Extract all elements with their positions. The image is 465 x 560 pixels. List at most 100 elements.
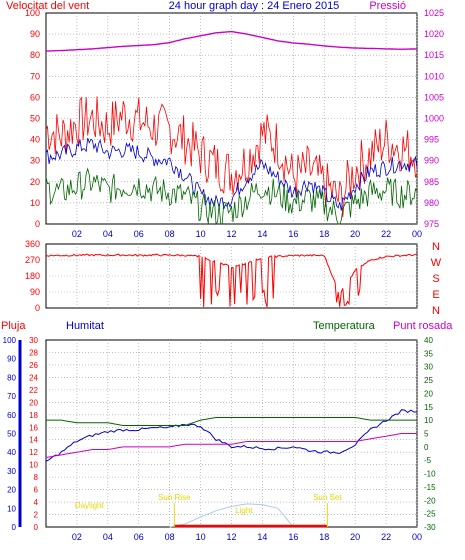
pressure-y-tick-label: 995 — [424, 135, 439, 145]
rain-humidity-temp-x-tick-label: 16 — [288, 532, 298, 542]
annotation-label: Sun Set — [313, 493, 342, 502]
rain-axis-title: Pluja — [1, 320, 26, 332]
rain-humidity-temp-x-tick-label: 00 — [412, 532, 422, 542]
wind-y-tick-label: 80 — [30, 50, 40, 60]
wind-y-tick-label: 10 — [30, 198, 40, 208]
compass-label: N — [432, 241, 440, 253]
pressure-y-tick-label: 980 — [424, 198, 439, 208]
rain-y-tick-label: 30 — [29, 336, 38, 345]
rain-humidity-temp-x-tick-label: 02 — [72, 532, 82, 542]
rain-y-tick-label: 26 — [29, 361, 38, 370]
wind-y-tick-label: 30 — [30, 156, 40, 166]
compass-label: E — [432, 289, 439, 301]
temperature-y-tick-label: -20 — [424, 496, 436, 505]
wind-pressure-x-tick-label: 14 — [257, 229, 267, 239]
rain-y-tick-label: 20 — [29, 398, 38, 407]
rain-y-tick-label: 6 — [34, 486, 39, 495]
pressure-y-tick-label: 1015 — [424, 50, 444, 60]
direction-y-tick-label: 90 — [30, 287, 40, 297]
chart-title: 24 hour graph day : 24 Enero 2015 — [169, 0, 340, 12]
humidity-y-tick-label: 100 — [3, 336, 17, 345]
wind-y-tick-label: 90 — [30, 29, 40, 39]
pressure-axis-title: Pressió — [369, 0, 406, 12]
wind-pressure-x-tick-label: 08 — [165, 229, 175, 239]
humidity-y-tick-label: 10 — [7, 504, 16, 513]
series-avg-line — [45, 167, 418, 226]
direction-y-tick-label: 0 — [35, 303, 40, 313]
humidity-y-tick-label: 40 — [7, 448, 16, 457]
temperature-y-tick-label: 10 — [424, 416, 433, 425]
humidity-y-tick-label: 20 — [7, 486, 16, 495]
series-sun-line — [169, 503, 294, 528]
direction-y-tick-label: 360 — [25, 239, 40, 249]
rain-y-tick-label: 10 — [29, 461, 38, 470]
rain-humidity-temp-x-tick-label: 06 — [134, 532, 144, 542]
series-punt-rosada-line — [45, 433, 417, 458]
wind-y-tick-label: 0 — [35, 219, 40, 229]
series-pressure-line — [45, 30, 417, 52]
humidity-y-tick-label: 50 — [7, 430, 16, 439]
wind-axis-title: Velocitat del vent — [6, 0, 89, 12]
wind-pressure-x-tick-label: 16 — [288, 229, 298, 239]
pressure-y-tick-label: 975 — [424, 219, 439, 229]
pressure-y-tick-label: 1020 — [424, 29, 444, 39]
temperature-y-tick-label: 5 — [424, 430, 429, 439]
annotation-label: Daylight — [75, 501, 105, 510]
pressure-y-tick-label: 1025 — [424, 8, 444, 18]
pressure-y-tick-label: 985 — [424, 177, 439, 187]
rain-y-tick-label: 2 — [34, 511, 39, 520]
wind-y-tick-label: 20 — [30, 177, 40, 187]
wind-pressure-panel: 02 04 06 08 10 12 14 16 18 20 22 000102030405060708… — [25, 8, 444, 239]
series-temperatura-line — [46, 417, 417, 426]
series-gust-line — [45, 96, 418, 218]
rain-y-tick-label: 18 — [29, 411, 38, 420]
rain-y-tick-label: 14 — [29, 436, 38, 445]
wind-y-tick-label: 60 — [30, 92, 40, 102]
rain-humidity-temp-x-tick-label: 04 — [103, 532, 113, 542]
wind-y-tick-label: 40 — [30, 135, 40, 145]
temperature-axis-title: Temperatura — [313, 320, 376, 332]
compass-label: S — [432, 273, 439, 285]
rain-y-tick-label: 12 — [29, 448, 38, 457]
compass-label: W — [431, 257, 442, 269]
wind-pressure-x-tick-label: 00 — [412, 229, 422, 239]
temperature-y-tick-label: 40 — [424, 336, 433, 345]
wind-y-tick-label: 70 — [30, 71, 40, 81]
direction-y-tick-label: 180 — [25, 271, 40, 281]
temperature-y-tick-label: -10 — [424, 470, 436, 479]
temperature-y-tick-label: 25 — [424, 376, 433, 385]
series-humitat-line — [45, 409, 417, 462]
temperature-y-tick-label: 0 — [424, 443, 429, 452]
rain-humidity-temp-x-tick-label: 10 — [196, 532, 206, 542]
humidity-y-tick-label: 60 — [7, 411, 16, 420]
annotation-label: Sun Rise — [158, 493, 191, 502]
humidity-axis-title: Humitat — [66, 320, 104, 332]
rain-humidity-temp-panel: 02 04 06 08 10 12 14 16 18 20 22 000102030405060708… — [3, 336, 436, 542]
wind-pressure-x-tick-label: 12 — [226, 229, 236, 239]
rain-humidity-temp-x-tick-label: 22 — [381, 532, 391, 542]
temperature-y-tick-label: 35 — [424, 349, 433, 358]
temperature-y-tick-label: -30 — [424, 523, 436, 532]
pressure-y-tick-label: 990 — [424, 156, 439, 166]
wind-pressure-x-tick-label: 02 — [72, 229, 82, 239]
temperature-y-tick-label: 30 — [424, 363, 433, 372]
rain-y-tick-label: 4 — [34, 498, 39, 507]
wind-pressure-x-tick-label: 10 — [196, 229, 206, 239]
humidity-y-tick-label: 30 — [7, 467, 16, 476]
pressure-y-tick-label: 1010 — [424, 71, 444, 81]
rain-y-tick-label: 28 — [29, 348, 38, 357]
wind-y-tick-label: 100 — [25, 8, 40, 18]
humidity-y-tick-label: 70 — [7, 392, 16, 401]
wind-pressure-x-tick-label: 18 — [319, 229, 329, 239]
rain-y-tick-label: 0 — [34, 523, 39, 532]
rain-y-tick-label: 16 — [29, 423, 38, 432]
series-wind-line — [45, 137, 418, 211]
rain-humidity-temp-x-tick-label: 14 — [257, 532, 267, 542]
wind-y-tick-label: 50 — [30, 114, 40, 124]
humidity-y-tick-label: 0 — [12, 523, 17, 532]
pressure-y-tick-label: 1005 — [424, 92, 444, 102]
wind-pressure-x-tick-label: 20 — [350, 229, 360, 239]
